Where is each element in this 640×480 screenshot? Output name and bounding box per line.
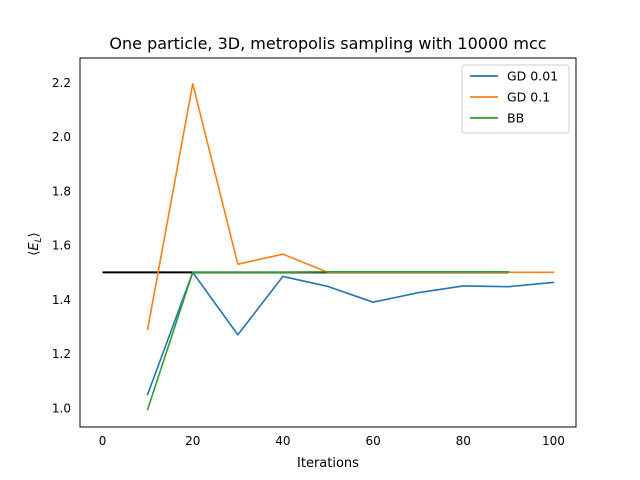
axes-layer: 0 20 40 60 80 100 1.0 1.2 1.4 1.6 1.8 2.0 2.2 — [52, 57, 577, 448]
y-tick-label: 1.0 — [52, 402, 71, 416]
x-axis-label: Iterations — [297, 456, 359, 471]
y-tick-label: 2.2 — [52, 76, 71, 90]
legend-box — [461, 64, 570, 134]
legend-entry-label: GD 0.01 — [507, 69, 558, 84]
y-tick-label: 1.6 — [52, 239, 71, 253]
series-line-bb — [146, 270, 510, 411]
x-tick-label: 60 — [365, 434, 380, 448]
y-tick-label: 1.2 — [52, 347, 71, 361]
series-layer — [146, 82, 555, 411]
y-tick-label: 2.0 — [52, 130, 71, 144]
x-tick-label: 80 — [456, 434, 471, 448]
plot-frame — [79, 57, 577, 428]
chart-title: One particle, 3D, metropolis sampling wi… — [109, 34, 546, 53]
y-axis-label: ⟨EL⟩ — [27, 232, 44, 255]
y-tick-label: 1.8 — [52, 184, 71, 198]
x-tick-label: 20 — [185, 434, 200, 448]
legend-entry-label: BB — [507, 111, 524, 126]
legend: GD 0.01 GD 0.1 BB — [461, 64, 570, 134]
x-tick-label: 0 — [99, 434, 107, 448]
y-tick-label: 1.4 — [52, 293, 71, 307]
x-tick-label: 100 — [542, 434, 565, 448]
x-tick-label: 40 — [275, 434, 290, 448]
legend-entry-label: GD 0.1 — [507, 90, 550, 105]
series-line-gd-0-01 — [146, 271, 555, 396]
